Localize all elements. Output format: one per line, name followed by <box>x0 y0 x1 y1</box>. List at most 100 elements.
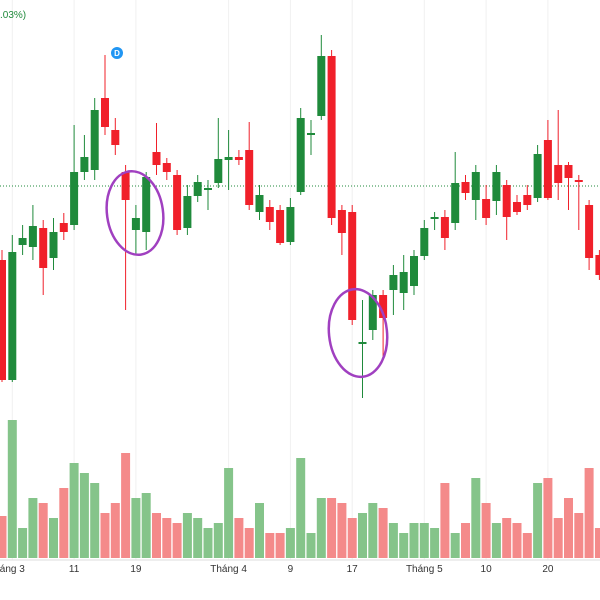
volume-bar <box>543 478 553 558</box>
candle-body <box>554 165 563 183</box>
volume-bar <box>285 528 295 558</box>
volume-bar <box>450 533 460 558</box>
volume-bar <box>7 420 17 558</box>
volume-bar <box>461 523 470 558</box>
volume-bar <box>234 518 244 558</box>
candle-body <box>523 195 532 205</box>
volume-bar <box>471 478 481 558</box>
volume-bar <box>203 528 213 558</box>
candle-body <box>214 159 223 183</box>
annotation-circle <box>327 287 389 379</box>
volume-bar <box>347 518 357 558</box>
volume-bar <box>564 498 573 558</box>
volume-bar <box>491 523 501 558</box>
candle-body <box>348 212 357 320</box>
candle-body <box>90 110 99 170</box>
volume-bar <box>419 523 429 558</box>
volume-bar <box>141 493 151 558</box>
candle-body <box>379 295 388 318</box>
volume-bar <box>388 523 398 558</box>
x-tick-label: Tháng 4 <box>210 564 247 575</box>
x-tick-label: 19 <box>130 564 142 575</box>
candle-body <box>255 195 264 212</box>
candle-body <box>204 188 212 190</box>
candle-body <box>399 272 408 293</box>
x-tick-label: 11 <box>69 564 80 575</box>
candle-body <box>18 238 27 245</box>
volume-bar <box>213 523 223 558</box>
volume-bar <box>409 523 419 558</box>
candle-body <box>131 218 140 230</box>
candle-body <box>121 172 130 200</box>
x-tick-label: 20 <box>542 564 554 575</box>
volume-bar <box>100 513 110 558</box>
candle-body <box>389 275 398 290</box>
volume-bar <box>172 523 182 558</box>
candle-body <box>337 210 346 233</box>
volume-bar <box>38 503 48 558</box>
candle-body <box>245 150 254 205</box>
volume-bar <box>193 518 203 558</box>
volume-bar <box>594 528 600 558</box>
volume-bar <box>182 513 192 558</box>
candle-body <box>101 98 109 127</box>
candle-body <box>39 228 48 268</box>
volume-bar <box>399 533 409 558</box>
volume-bar <box>244 528 254 558</box>
candle-body <box>327 56 336 218</box>
candle-body <box>265 207 274 222</box>
volume-bar <box>121 453 131 558</box>
volume-bar <box>59 488 69 558</box>
event-marker <box>111 47 123 59</box>
candle-body <box>8 252 17 380</box>
volume-bar <box>90 483 100 558</box>
candle-body <box>59 223 68 232</box>
volume-bar <box>275 533 285 558</box>
candle-body <box>574 180 583 182</box>
volume-bar <box>69 463 79 558</box>
x-tick-label: 9 <box>288 564 294 575</box>
volume-bar <box>574 513 584 558</box>
volume-bar <box>502 518 512 558</box>
header-text: .03%) <box>0 10 26 21</box>
volume-bar <box>296 458 306 558</box>
volume-bar <box>306 533 316 558</box>
volume-bar <box>265 533 275 558</box>
candle-body <box>111 130 120 145</box>
annotation-circle <box>105 169 165 257</box>
plot: D <box>0 35 600 558</box>
candle-body <box>440 217 449 238</box>
volume-bar <box>327 498 337 558</box>
candle-body <box>183 196 192 228</box>
candle-body <box>307 133 315 135</box>
candle-body <box>317 56 326 116</box>
volume-bar <box>316 498 326 558</box>
candle-body <box>482 199 491 218</box>
candle-body <box>533 154 542 198</box>
candle-body <box>173 175 182 230</box>
candle-body <box>193 182 202 196</box>
candle-body <box>368 295 377 330</box>
volume-bar <box>79 473 89 558</box>
candle-body <box>420 228 429 256</box>
candle-body <box>286 207 295 242</box>
x-tick-label: Tháng 5 <box>406 564 443 575</box>
volume-bar <box>378 508 388 558</box>
event-marker-label: D <box>114 49 120 58</box>
volume-bar <box>481 503 491 558</box>
candle-body <box>595 255 600 275</box>
candle-body <box>0 260 6 380</box>
candle-body <box>492 172 501 201</box>
candle-body <box>513 202 521 212</box>
candle-body <box>70 172 79 225</box>
candle-body <box>502 185 511 217</box>
volume-bar <box>512 523 522 558</box>
candle-body <box>162 163 171 172</box>
volume-bar <box>368 503 378 558</box>
volume-bar <box>255 503 264 558</box>
candle-body <box>430 217 439 219</box>
candle-body <box>461 182 470 193</box>
candle-body <box>471 172 480 200</box>
volume-bar <box>584 468 594 558</box>
